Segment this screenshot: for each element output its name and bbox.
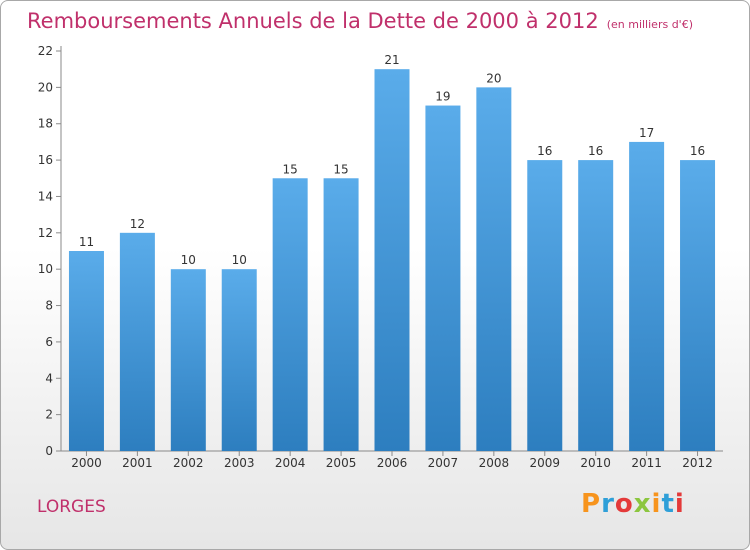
x-tick-label: 2006 [377, 456, 408, 470]
x-tick-label: 2007 [428, 456, 459, 470]
x-tick-label: 2003 [224, 456, 255, 470]
bar [272, 178, 308, 452]
y-tick-label: 4 [45, 371, 53, 385]
bar-value-label: 11 [79, 235, 94, 249]
y-tick-label: 8 [45, 299, 53, 313]
bar [629, 141, 665, 451]
bar-value-label: 12 [130, 217, 145, 231]
y-tick-label: 2 [45, 408, 53, 422]
bar [170, 269, 206, 451]
logo-letter: P [581, 489, 602, 519]
bar-value-label: 15 [333, 162, 348, 176]
bar-chart: 0 2 4 6 8 10 12 14 16 18 20 22 11 2000 12 2001 10 2002 10 2… [38, 44, 723, 470]
bar [578, 160, 614, 451]
x-tick-label: 2005 [326, 456, 357, 470]
y-tick-label: 22 [38, 44, 53, 58]
proxiti-logo: Proxiti [581, 489, 685, 519]
y-tick-label: 16 [38, 153, 53, 167]
bar-value-label: 17 [639, 126, 654, 140]
x-tick-label: 2004 [275, 456, 306, 470]
bar-value-label: 16 [588, 144, 603, 158]
bar [374, 69, 410, 451]
bar [119, 232, 155, 451]
x-tick-label: 2002 [173, 456, 204, 470]
bar-value-label: 10 [232, 253, 247, 267]
bar-value-label: 16 [690, 144, 705, 158]
chart-unit: (en milliers d'€) [606, 18, 693, 31]
logo-letter: i [674, 489, 685, 519]
bar [425, 105, 461, 451]
x-tick-label: 2009 [529, 456, 560, 470]
y-tick-label: 6 [45, 335, 53, 349]
bar [476, 87, 512, 451]
bar-value-label: 15 [283, 162, 298, 176]
y-tick-label: 10 [38, 262, 53, 276]
logo-letter: r [601, 489, 615, 519]
logo-letter: t [661, 489, 675, 519]
bar [323, 178, 359, 452]
commune-name: LORGES [37, 497, 106, 517]
logo-letter: o [614, 489, 634, 519]
x-tick-label: 2008 [479, 456, 510, 470]
y-tick-label: 18 [38, 117, 53, 131]
logo-letter: x [633, 489, 652, 519]
y-tick-label: 20 [38, 80, 53, 94]
bar-value-label: 10 [181, 253, 196, 267]
chart-title: Remboursements Annuels de la Dette de 20… [27, 9, 693, 33]
bar-value-label: 20 [486, 71, 501, 85]
chart-title-text: Remboursements Annuels de la Dette de 20… [27, 9, 599, 33]
y-tick-label: 0 [45, 444, 53, 458]
x-tick-label: 2012 [682, 456, 713, 470]
y-tick-label: 12 [38, 226, 53, 240]
bar [680, 160, 716, 451]
logo-letter: i [651, 489, 662, 519]
bar [221, 269, 257, 451]
bar [527, 160, 563, 451]
x-tick-label: 2011 [631, 456, 662, 470]
x-tick-label: 2010 [580, 456, 611, 470]
bar [68, 251, 104, 451]
x-tick-label: 2000 [71, 456, 102, 470]
bar-value-label: 19 [435, 90, 450, 104]
x-tick-label: 2001 [122, 456, 153, 470]
bar-value-label: 16 [537, 144, 552, 158]
y-tick-label: 14 [38, 189, 53, 203]
bar-value-label: 21 [384, 53, 399, 67]
